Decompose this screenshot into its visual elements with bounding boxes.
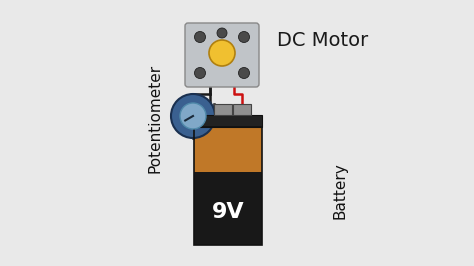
- Bar: [194, 127, 262, 172]
- FancyBboxPatch shape: [185, 23, 259, 87]
- Text: Battery: Battery: [332, 163, 347, 219]
- Bar: [233, 104, 251, 115]
- Circle shape: [194, 31, 206, 43]
- Circle shape: [238, 68, 249, 78]
- Text: 9V: 9V: [212, 202, 244, 222]
- Text: DC Motor: DC Motor: [277, 31, 368, 49]
- Circle shape: [217, 28, 227, 38]
- Bar: [214, 104, 232, 115]
- Bar: [194, 127, 262, 245]
- Bar: [194, 115, 262, 127]
- Circle shape: [209, 40, 235, 66]
- Circle shape: [194, 68, 206, 78]
- Circle shape: [180, 103, 206, 129]
- Bar: [194, 172, 262, 245]
- Circle shape: [238, 31, 249, 43]
- Circle shape: [171, 94, 215, 138]
- Text: Potentiometer: Potentiometer: [147, 63, 163, 173]
